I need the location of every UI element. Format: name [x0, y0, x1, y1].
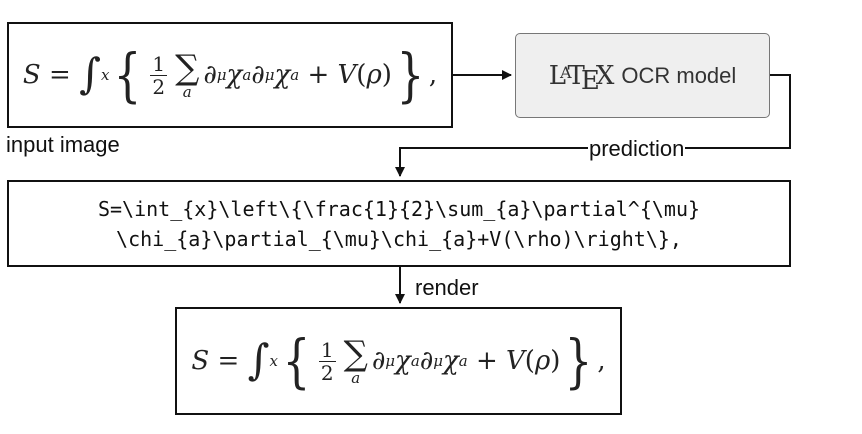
ocr-model-label: OCR model	[621, 62, 737, 88]
prediction-box: S=\int_{x}\left\{\frac{1}{2}\sum_{a}\par…	[7, 180, 791, 267]
latex-logo: LATEX	[548, 60, 615, 96]
ocr-model-box: LATEX OCR model	[515, 33, 770, 118]
arrow-model-to-prediction	[395, 74, 791, 177]
prediction-line-1: S=\int_{x}\left\{\frac{1}{2}\sum_{a}\par…	[97, 196, 701, 221]
render-edge-label: render	[415, 275, 479, 300]
prediction-edge-label: prediction	[588, 136, 686, 162]
prediction-line-2: \chi_{a}\partial_{\mu}\chi_{a}+V(\rho)\r…	[116, 226, 682, 251]
input-image-caption: input image	[6, 132, 120, 158]
